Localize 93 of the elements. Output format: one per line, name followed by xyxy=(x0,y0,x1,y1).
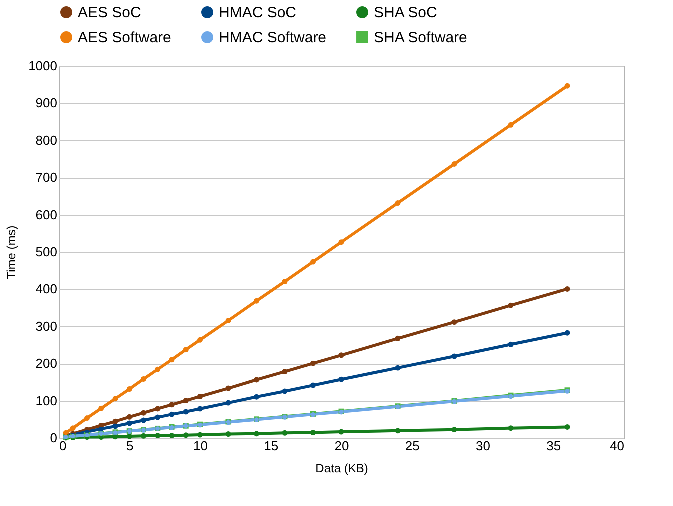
point xyxy=(452,427,458,433)
point xyxy=(254,377,260,383)
point xyxy=(338,352,344,358)
point xyxy=(169,433,175,438)
y-tick-label: 1000 xyxy=(28,58,58,74)
point xyxy=(183,409,189,415)
point xyxy=(254,298,260,304)
legend-label: AES Software xyxy=(78,30,172,46)
x-tick-label: 35 xyxy=(546,438,562,454)
point xyxy=(141,433,146,439)
legend-label: HMAC Software xyxy=(219,30,327,46)
point xyxy=(282,369,288,375)
point xyxy=(564,330,570,336)
y-tick-label: 900 xyxy=(36,96,58,111)
y-tick-label: 700 xyxy=(36,170,58,186)
point xyxy=(226,318,232,324)
point xyxy=(183,398,189,404)
y-tick-label: 600 xyxy=(36,207,58,222)
point xyxy=(310,382,316,388)
point xyxy=(183,347,189,353)
point xyxy=(452,354,458,360)
point xyxy=(126,414,132,420)
y-tick-label: 800 xyxy=(36,132,58,148)
point xyxy=(254,394,260,400)
point xyxy=(338,429,344,435)
y-tick-label: 400 xyxy=(36,282,58,297)
point xyxy=(508,122,514,128)
point xyxy=(169,412,175,418)
point xyxy=(141,418,146,424)
point xyxy=(338,240,344,246)
point xyxy=(198,394,203,400)
point xyxy=(141,410,146,416)
point xyxy=(226,386,232,392)
x-tick-label: 0 xyxy=(60,438,67,454)
x-axis-title: Data (KB) xyxy=(316,462,368,476)
point xyxy=(254,431,260,437)
y-tick-label: 100 xyxy=(36,393,58,408)
point xyxy=(112,418,118,424)
x-tick-label: 15 xyxy=(264,438,279,454)
point xyxy=(112,396,118,402)
point xyxy=(395,365,401,371)
point xyxy=(452,161,458,167)
x-tick-label: 40 xyxy=(610,438,624,454)
point xyxy=(155,366,161,372)
x-tick-label: 10 xyxy=(194,438,208,454)
x-tick-label: 5 xyxy=(126,438,134,454)
point xyxy=(338,376,344,382)
point xyxy=(155,433,161,438)
legend-label: SHA SoC xyxy=(374,4,438,22)
point xyxy=(198,432,203,438)
point xyxy=(226,400,232,406)
point xyxy=(564,83,570,89)
x-tick-label: 20 xyxy=(334,438,350,454)
point xyxy=(395,428,401,434)
point xyxy=(564,286,570,292)
point xyxy=(84,416,90,422)
point xyxy=(508,302,514,308)
point xyxy=(126,420,132,426)
point xyxy=(126,386,132,392)
point xyxy=(395,200,401,206)
point xyxy=(198,337,203,343)
point xyxy=(141,376,146,382)
point xyxy=(282,430,288,436)
point xyxy=(310,360,316,366)
y-tick-label: 300 xyxy=(36,318,58,334)
point xyxy=(564,424,570,430)
point xyxy=(452,320,458,326)
y-tick-label: 500 xyxy=(36,244,58,260)
point xyxy=(508,342,514,348)
legend-label: AES SoC xyxy=(78,4,142,22)
point xyxy=(155,414,161,420)
point xyxy=(183,432,189,438)
point xyxy=(395,336,401,342)
point xyxy=(310,259,316,265)
point xyxy=(198,406,203,412)
legend-label: SHA Software xyxy=(374,30,468,46)
point xyxy=(226,432,232,438)
point xyxy=(282,279,288,284)
y-tick-label: 200 xyxy=(36,356,58,372)
point xyxy=(169,402,175,408)
x-tick-label: 25 xyxy=(405,438,420,454)
point xyxy=(169,357,175,363)
point xyxy=(282,388,288,394)
point xyxy=(70,426,76,432)
point xyxy=(112,424,118,430)
point xyxy=(155,406,161,412)
point xyxy=(98,406,104,412)
y-axis-title: Time (ms) xyxy=(4,226,19,280)
point xyxy=(126,434,132,440)
legend-label: HMAC SoC xyxy=(219,4,297,22)
point xyxy=(310,430,316,436)
point xyxy=(508,426,514,432)
x-tick-label: 30 xyxy=(476,438,490,454)
